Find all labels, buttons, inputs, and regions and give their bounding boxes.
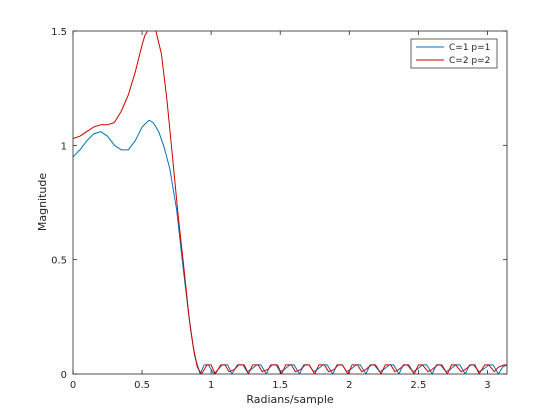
y-tick-label: 0 [61, 370, 67, 381]
legend: C=1 p=1 C=2 p=2 [410, 38, 498, 69]
x-tick-label: 3 [484, 380, 490, 391]
x-axis-ticks: 0 0.5 1 1.5 2 2.5 3 [70, 31, 491, 391]
x-tick-label: 0.5 [134, 380, 150, 391]
legend-label-series-2: C=2 p=2 [449, 56, 490, 66]
legend-label-series-1: C=1 p=1 [449, 43, 490, 53]
y-tick-label: 1 [61, 141, 67, 152]
y-axis-label: Magnitude [36, 173, 49, 232]
series-line-2 [73, 31, 507, 374]
x-tick-label: 1.5 [272, 380, 288, 391]
x-tick-label: 1 [208, 380, 214, 391]
legend-box [410, 38, 498, 69]
y-tick-label: 1.5 [51, 27, 67, 38]
y-axis-ticks: 0 0.5 1 1.5 [51, 27, 507, 381]
plot-frame [72, 30, 508, 375]
x-tick-label: 0 [70, 380, 76, 391]
x-tick-label: 2 [346, 380, 352, 391]
plot-area [73, 31, 507, 374]
x-axis-label: Radians/sample [246, 393, 334, 406]
x-tick-label: 2.5 [410, 380, 426, 391]
series-layer [73, 31, 507, 374]
y-tick-label: 0.5 [51, 256, 67, 267]
